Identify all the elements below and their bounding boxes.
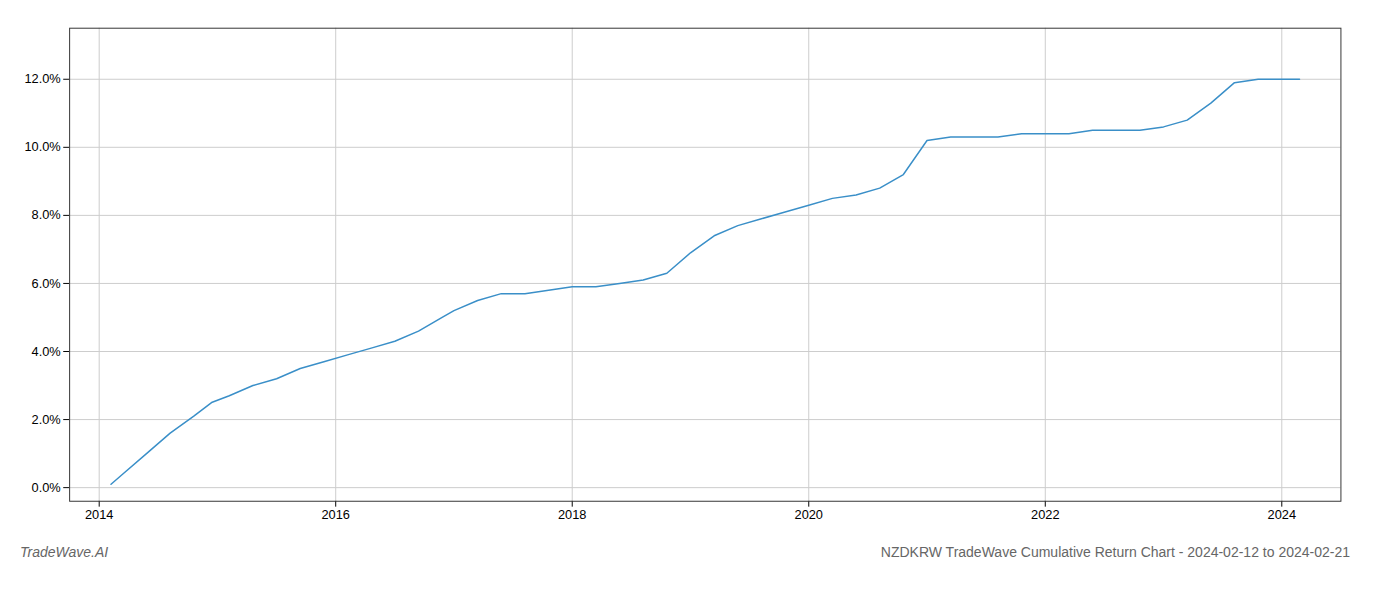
svg-text:12.0%: 12.0% xyxy=(24,71,60,86)
svg-text:2024: 2024 xyxy=(1268,507,1296,522)
svg-text:4.0%: 4.0% xyxy=(32,344,61,359)
svg-text:2016: 2016 xyxy=(321,507,349,522)
html-text:NZDKRW TradeWave Cumulative Re: NZDKRW TradeWave Cumulative Return Chart… xyxy=(880,544,1350,561)
svg-text:0.0%: 0.0% xyxy=(32,480,61,495)
svg-text:2014: 2014 xyxy=(85,507,113,522)
svg-text:2018: 2018 xyxy=(558,507,586,522)
svg-text:2020: 2020 xyxy=(795,507,823,522)
svg-text:10.0%: 10.0% xyxy=(24,139,60,154)
svg-text:2022: 2022 xyxy=(1031,507,1059,522)
html-text:TradeWave.AI: TradeWave.AI xyxy=(20,544,109,561)
svg-text:2.0%: 2.0% xyxy=(32,412,61,427)
svg-text:6.0%: 6.0% xyxy=(32,276,61,291)
svg-text:8.0%: 8.0% xyxy=(32,207,61,222)
